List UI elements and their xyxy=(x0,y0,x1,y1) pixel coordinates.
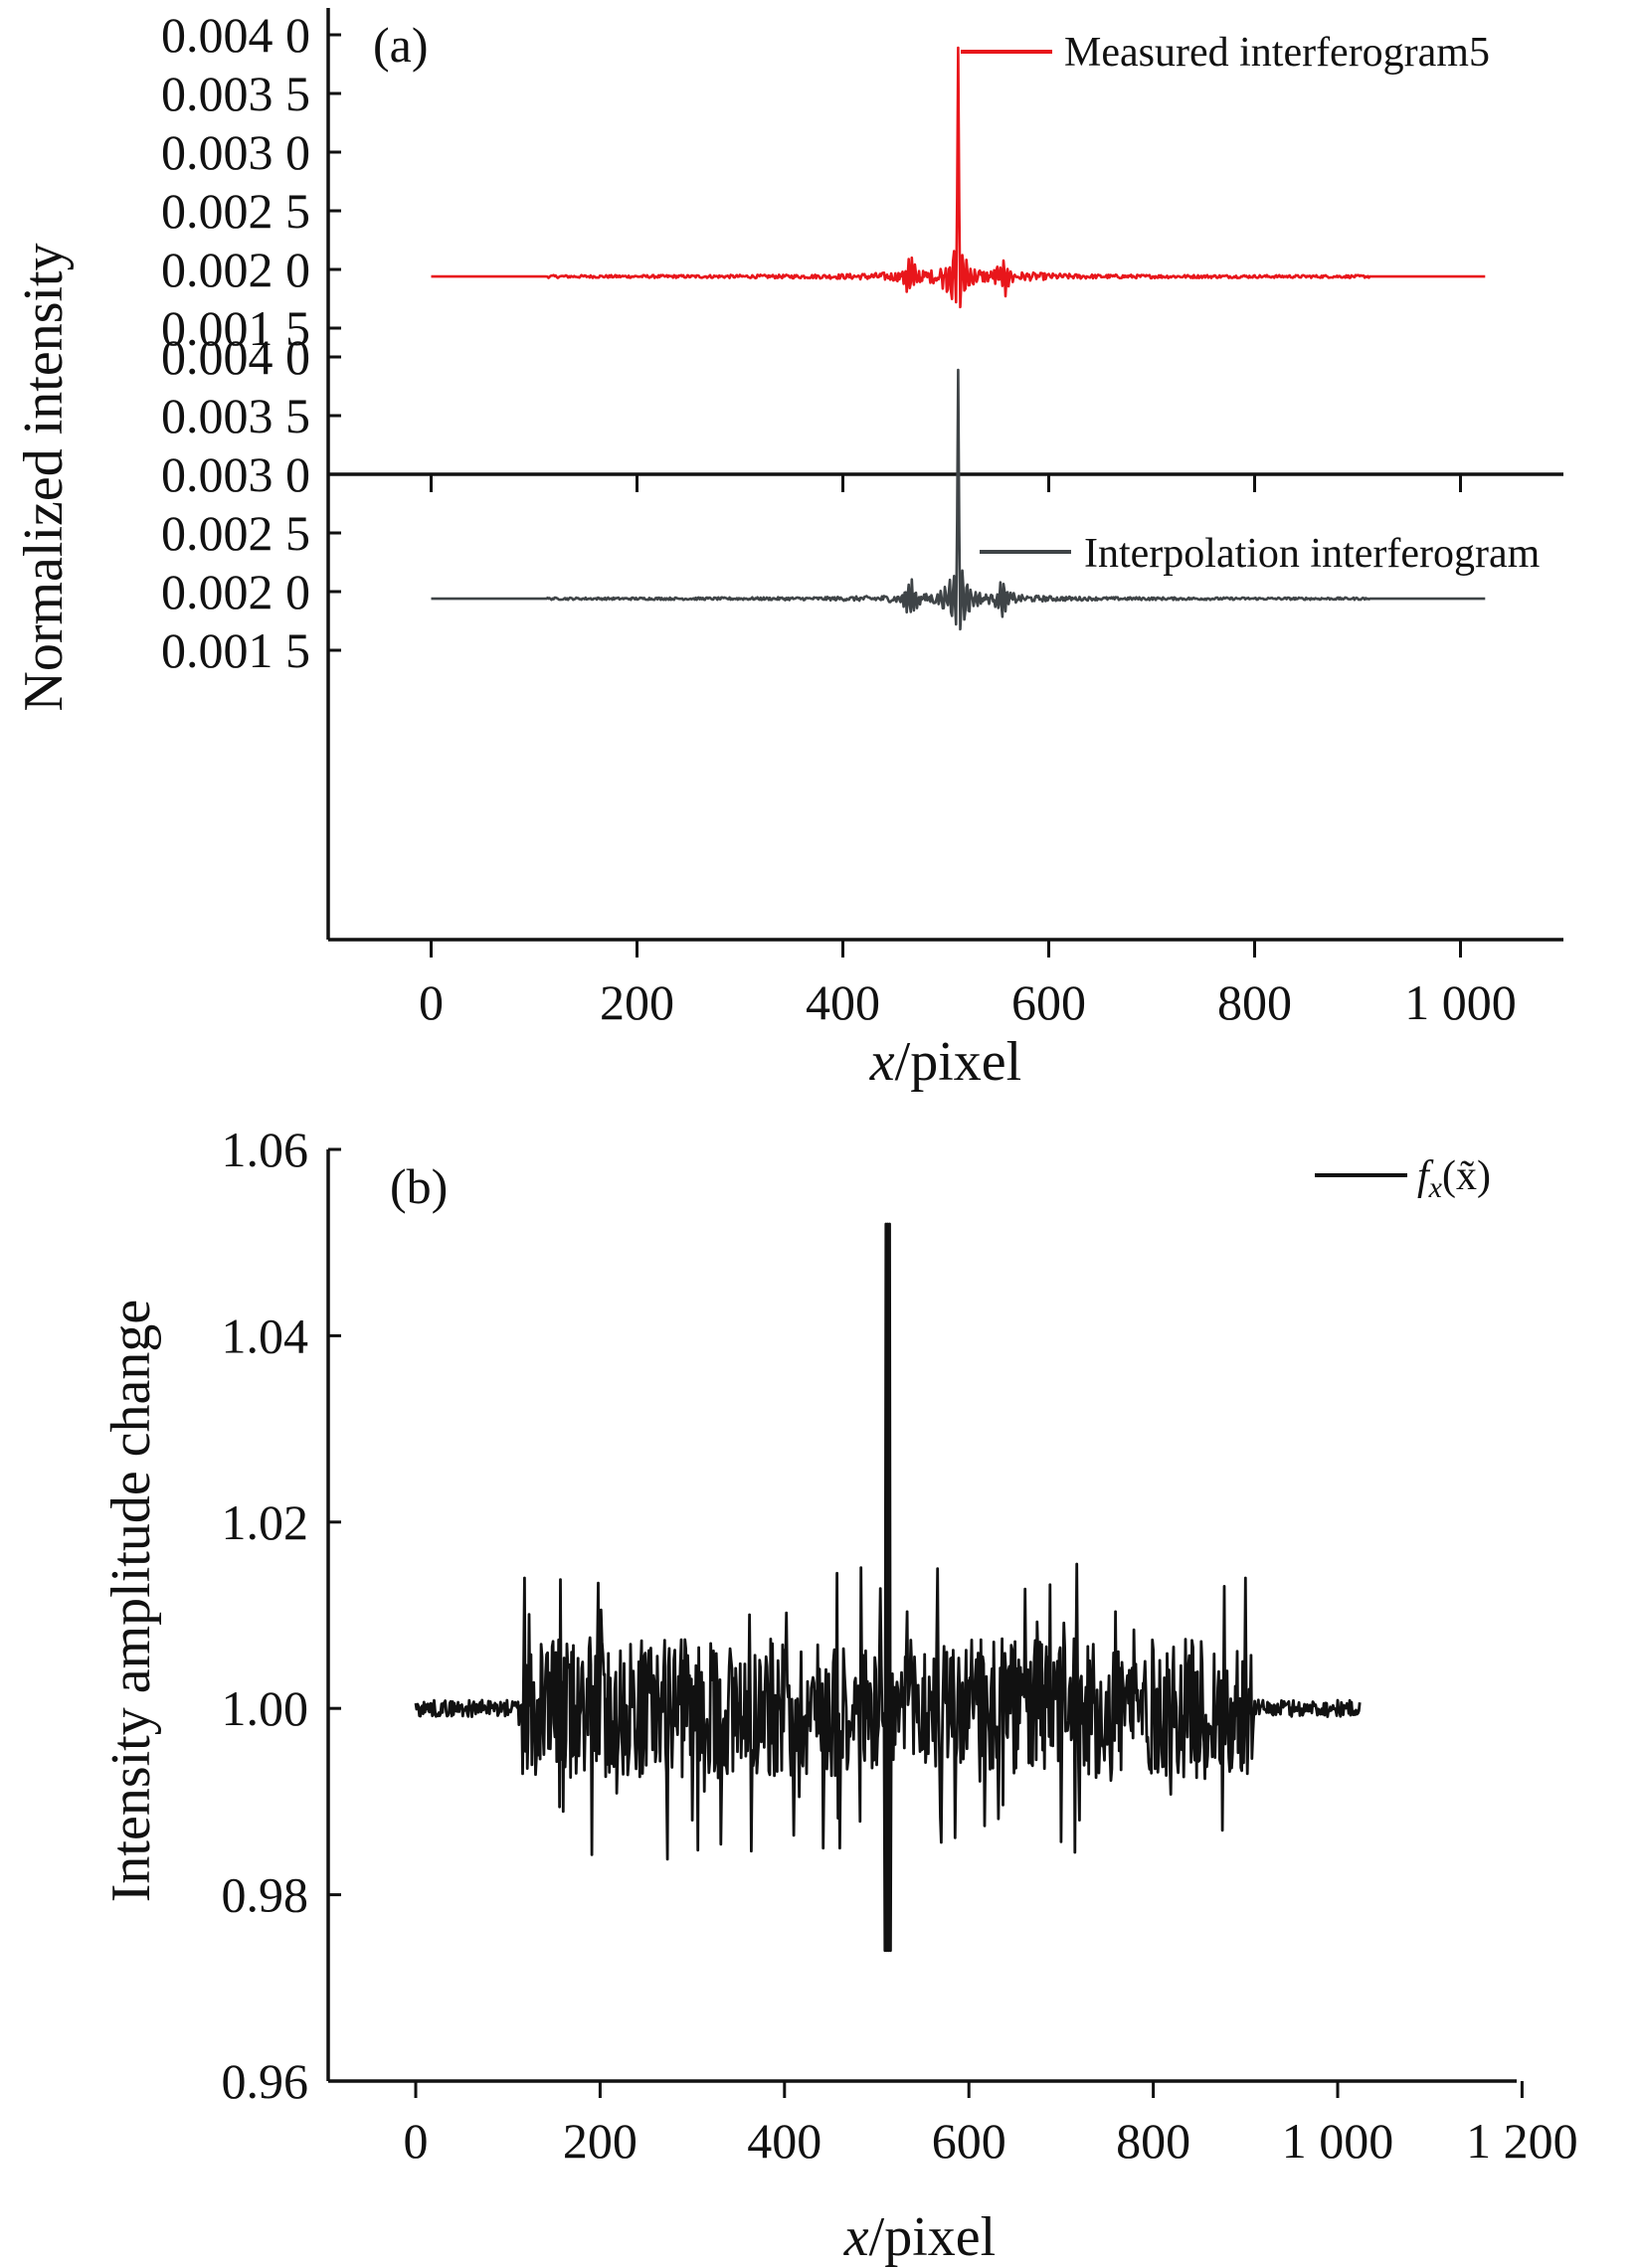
a-x-tick-label: 800 xyxy=(1217,974,1292,1030)
b-y-tick-label: 1.00 xyxy=(222,1680,309,1736)
a-x-tick-label: 0 xyxy=(419,974,444,1030)
b-y-tick-label: 0.96 xyxy=(222,2053,309,2109)
a-curves xyxy=(431,46,1486,631)
b-y-tick-label: 0.98 xyxy=(222,1867,309,1923)
b-x-tick-label: 800 xyxy=(1116,2113,1190,2169)
panel-b-label: (b) xyxy=(390,1158,448,1214)
legend-fx-label: fx(x̃) xyxy=(1417,1153,1491,1204)
fx-curve xyxy=(414,1222,1362,1953)
panel-a: 0.001 50.002 00.002 50.003 00.003 50.004… xyxy=(13,7,1563,1093)
legend-measured-label: Measured interferogram5 xyxy=(1064,30,1490,76)
a-ticks: 0.001 50.002 00.002 50.003 00.003 50.004… xyxy=(161,7,1517,1030)
a-lower-y-tick-label: 0.002 0 xyxy=(161,564,310,619)
measured-curve xyxy=(431,46,1486,309)
a-y-axis-label: Normalized intensity xyxy=(13,243,75,711)
a-lower-y-tick-label: 0.001 5 xyxy=(161,622,310,678)
panel-a-label: (a) xyxy=(373,17,429,73)
b-y-tick-label: 1.04 xyxy=(222,1308,309,1363)
b-y-tick-label: 1.02 xyxy=(222,1494,309,1550)
b-y-axis-label: Intensity amplitude change xyxy=(100,1300,162,1902)
legend-interp-label: Interpolation interferogram xyxy=(1084,531,1541,577)
b-x-tick-label: 0 xyxy=(404,2113,429,2169)
a-upper-y-tick-label: 0.004 0 xyxy=(161,7,310,63)
b-x-tick-label: 400 xyxy=(747,2113,821,2169)
a-x-axis-label: x/pixel xyxy=(869,1031,1021,1093)
a-upper-y-tick-label: 0.003 5 xyxy=(161,66,310,121)
b-x-tick-label: 200 xyxy=(563,2113,638,2169)
a-upper-y-tick-label: 0.002 0 xyxy=(161,242,310,297)
a-lower-y-tick-label: 0.003 5 xyxy=(161,388,310,443)
b-y-tick-label: 1.06 xyxy=(222,1122,309,1177)
a-x-tick-label: 200 xyxy=(600,974,674,1030)
b-x-tick-label: 600 xyxy=(932,2113,1006,2169)
a-x-tick-label: 600 xyxy=(1011,974,1086,1030)
b-x-tick-label: 1 000 xyxy=(1282,2113,1394,2169)
b-x-tick-label: 1 200 xyxy=(1466,2113,1578,2169)
a-upper-y-tick-label: 0.001 5 xyxy=(161,300,310,356)
a-lower-y-tick-label: 0.003 0 xyxy=(161,446,310,502)
panel-b: 0.96 0.98 1.00 1.02 1.04 1.06 0 200 400 600 800 1 0… xyxy=(100,1122,1578,2268)
b-ticks: 0.96 0.98 1.00 1.02 1.04 1.06 0 200 400 600 800 1 0… xyxy=(222,1122,1578,2169)
a-x-tick-label: 1 000 xyxy=(1404,974,1517,1030)
b-curves xyxy=(414,1222,1362,1953)
interpolation-curve xyxy=(431,368,1486,631)
a-lower-y-tick-label: 0.002 5 xyxy=(161,505,310,561)
a-upper-y-tick-label: 0.003 0 xyxy=(161,124,310,180)
a-upper-y-tick-label: 0.002 5 xyxy=(161,183,310,239)
a-lower-y-tick-label: 0.004 0 xyxy=(161,329,310,385)
a-x-tick-label: 400 xyxy=(806,974,880,1030)
b-x-axis-label: x/pixel xyxy=(843,2206,996,2268)
